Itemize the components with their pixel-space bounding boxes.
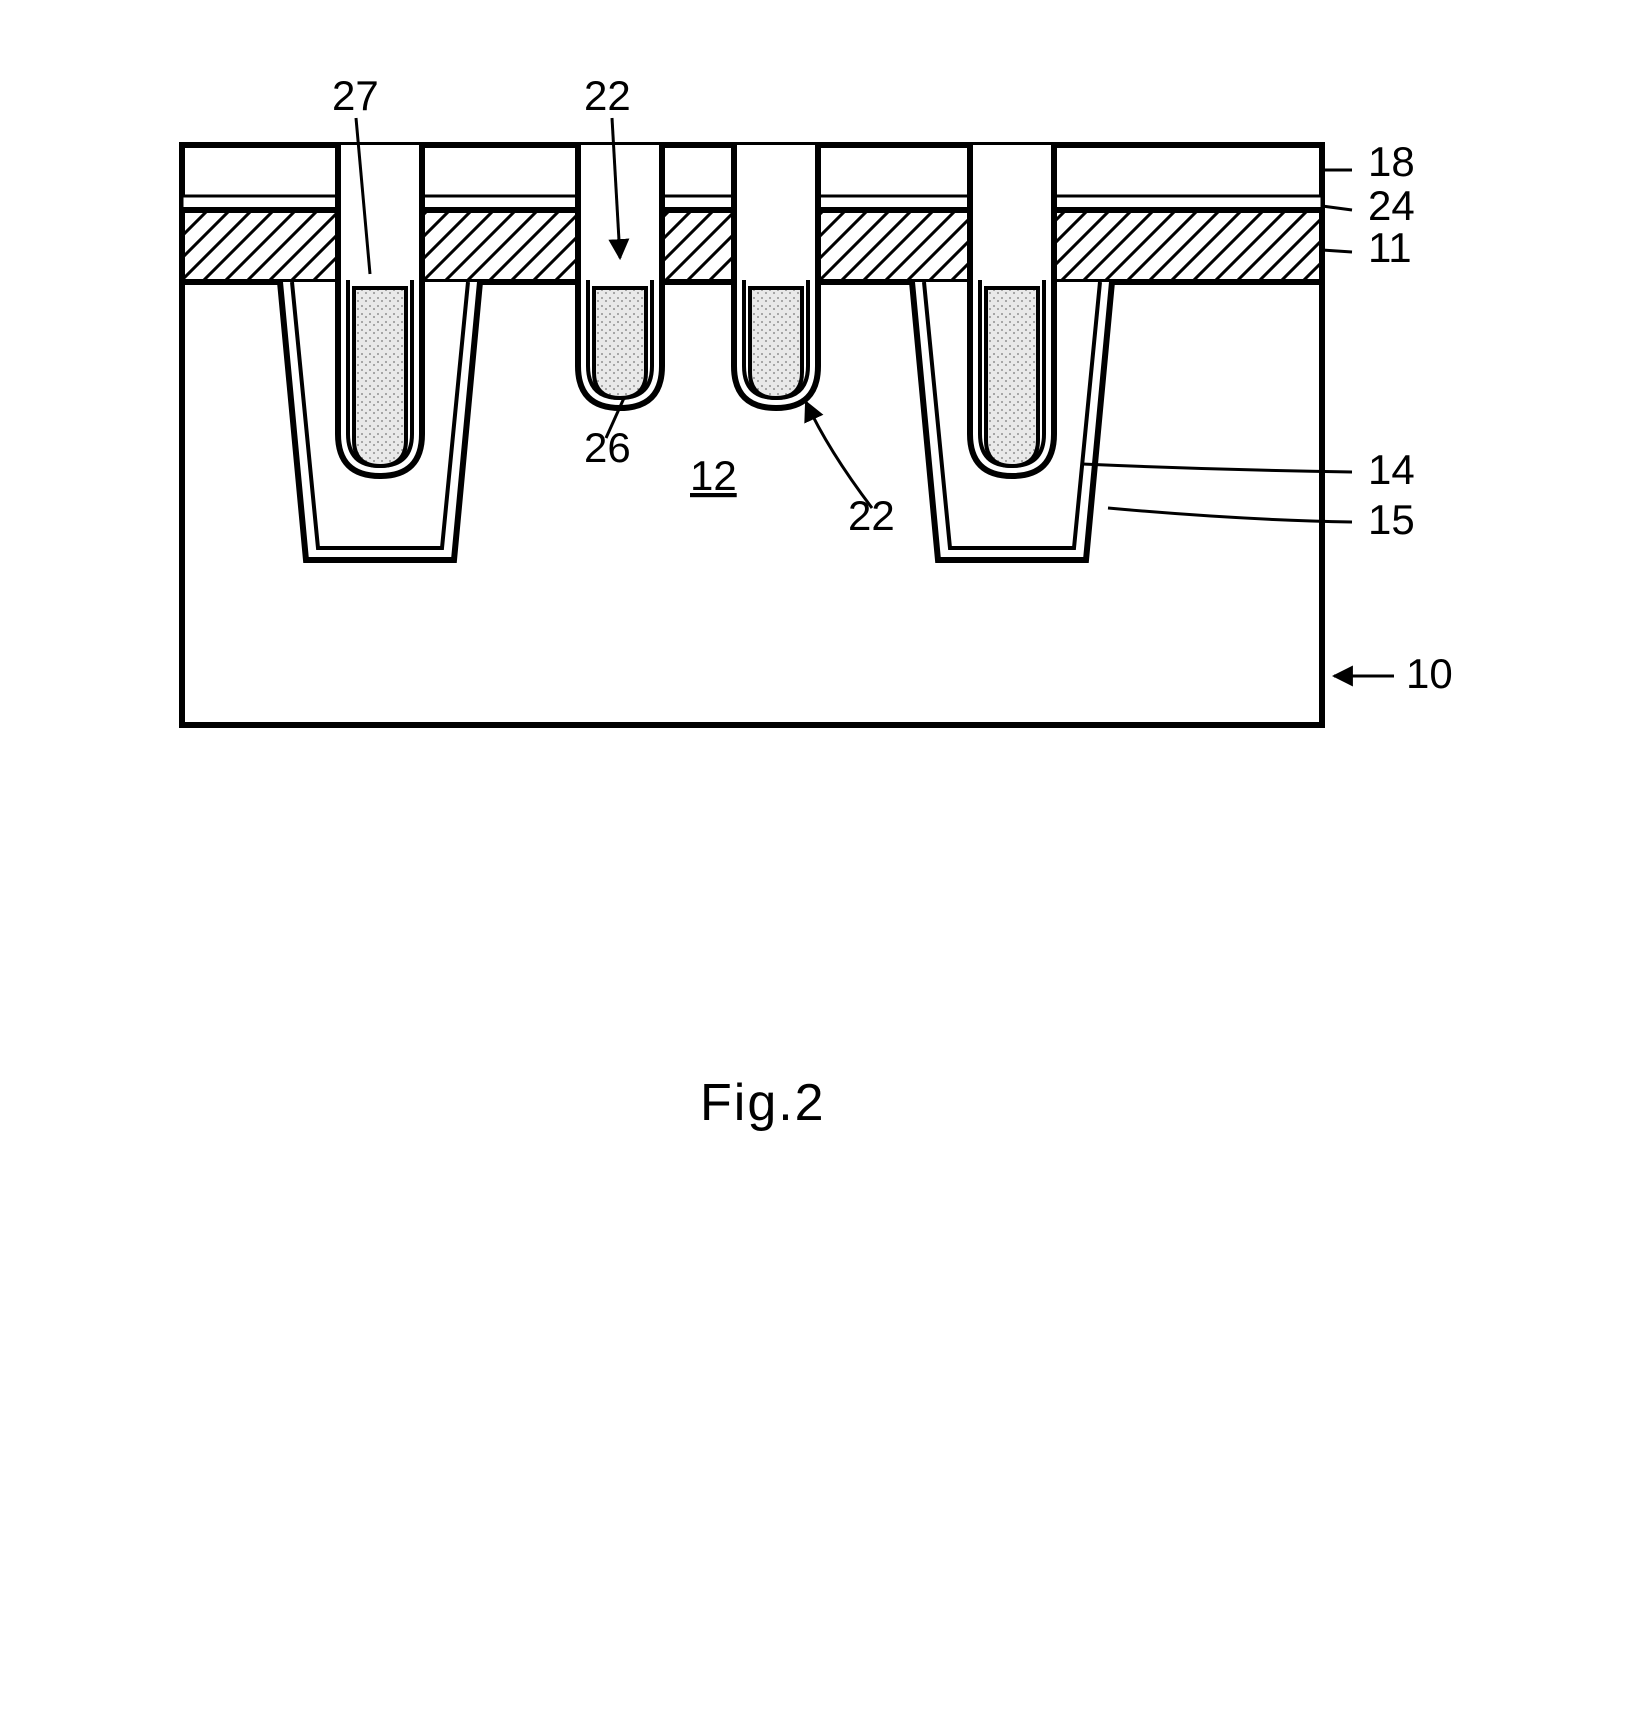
figure-caption: Fig.2 — [700, 1074, 826, 1132]
label-24: 24 — [1368, 182, 1415, 229]
label-26: 26 — [584, 424, 631, 471]
label-27: 27 — [332, 72, 379, 119]
region-label-12: 12 — [690, 452, 737, 499]
label-11: 11 — [1368, 224, 1412, 271]
label-15: 15 — [1368, 496, 1415, 543]
label-18: 18 — [1368, 138, 1415, 185]
label-14: 14 — [1368, 446, 1415, 493]
label-22-mid: 22 — [848, 492, 895, 539]
label-22-top: 22 — [584, 72, 631, 119]
label-10: 10 — [1406, 650, 1453, 697]
